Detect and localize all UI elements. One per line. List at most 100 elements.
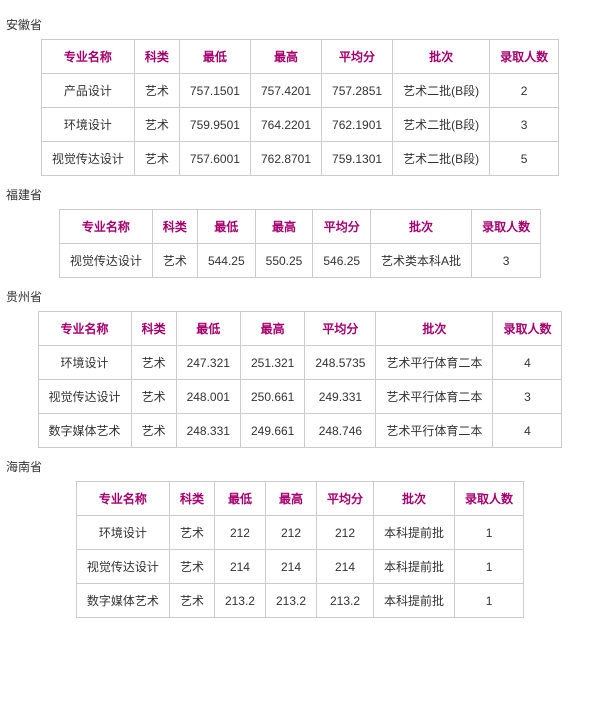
table-cell: 249.661 (240, 414, 304, 448)
province-label: 福建省 (6, 186, 600, 203)
table-header-cell: 专业名称 (41, 40, 134, 74)
table-cell: 视觉传达设计 (76, 550, 169, 584)
table-cell: 艺术 (169, 550, 214, 584)
table-cell: 214 (265, 550, 316, 584)
table-cell: 762.8701 (250, 142, 321, 176)
province-label: 海南省 (6, 458, 600, 475)
table-header-row: 专业名称科类最低最高平均分批次录取人数 (59, 210, 540, 244)
table-cell: 艺术平行体育二本 (376, 414, 493, 448)
table-cell: 本科提前批 (374, 550, 455, 584)
table-cell: 数字媒体艺术 (38, 414, 131, 448)
table-cell: 艺术 (169, 516, 214, 550)
table-cell: 759.1301 (322, 142, 393, 176)
table-header-cell: 最低 (179, 40, 250, 74)
table-header-row: 专业名称科类最低最高平均分批次录取人数 (76, 482, 523, 516)
table-cell: 214 (317, 550, 374, 584)
table-row: 产品设计艺术757.1501757.4201757.2851艺术二批(B段)2 (41, 74, 558, 108)
table-cell: 4 (493, 414, 562, 448)
table-header-cell: 录取人数 (490, 40, 559, 74)
table-cell: 764.2201 (250, 108, 321, 142)
table-cell: 1 (455, 584, 524, 618)
table-cell: 环境设计 (38, 346, 131, 380)
table-cell: 艺术二批(B段) (393, 108, 490, 142)
table-header-row: 专业名称科类最低最高平均分批次录取人数 (41, 40, 558, 74)
table-cell: 248.746 (305, 414, 376, 448)
admission-table: 专业名称科类最低最高平均分批次录取人数环境设计艺术212212212本科提前批1… (76, 481, 524, 618)
table-cell: 212 (265, 516, 316, 550)
table-header-cell: 批次 (374, 482, 455, 516)
table-cell: 248.5735 (305, 346, 376, 380)
table-header-cell: 平均分 (317, 482, 374, 516)
table-cell: 艺术类本科A批 (371, 244, 472, 278)
table-header-cell: 最高 (250, 40, 321, 74)
table-header-cell: 录取人数 (472, 210, 541, 244)
table-header-cell: 批次 (393, 40, 490, 74)
table-cell: 544.25 (197, 244, 255, 278)
admission-table: 专业名称科类最低最高平均分批次录取人数环境设计艺术247.321251.3212… (38, 311, 563, 448)
table-header-cell: 科类 (134, 40, 179, 74)
table-cell: 248.001 (176, 380, 240, 414)
table-header-cell: 科类 (169, 482, 214, 516)
table-cell: 本科提前批 (374, 516, 455, 550)
table-row: 视觉传达设计艺术248.001250.661249.331艺术平行体育二本3 (38, 380, 562, 414)
table-cell: 3 (493, 380, 562, 414)
table-header-cell: 录取人数 (455, 482, 524, 516)
table-cell: 757.4201 (250, 74, 321, 108)
table-cell: 249.331 (305, 380, 376, 414)
table-cell: 艺术平行体育二本 (376, 380, 493, 414)
table-row: 环境设计艺术247.321251.321248.5735艺术平行体育二本4 (38, 346, 562, 380)
table-cell: 艺术二批(B段) (393, 142, 490, 176)
table-cell: 艺术 (131, 380, 176, 414)
table-cell: 5 (490, 142, 559, 176)
table-header-cell: 平均分 (305, 312, 376, 346)
table-wrap: 专业名称科类最低最高平均分批次录取人数产品设计艺术757.1501757.420… (0, 39, 600, 176)
table-header-cell: 专业名称 (38, 312, 131, 346)
table-row: 视觉传达设计艺术214214214本科提前批1 (76, 550, 523, 584)
table-cell: 4 (493, 346, 562, 380)
table-header-cell: 科类 (131, 312, 176, 346)
table-cell: 3 (490, 108, 559, 142)
table-cell: 1 (455, 516, 524, 550)
table-cell: 数字媒体艺术 (76, 584, 169, 618)
table-cell: 212 (214, 516, 265, 550)
table-cell: 213.2 (214, 584, 265, 618)
table-cell: 247.321 (176, 346, 240, 380)
admission-table: 专业名称科类最低最高平均分批次录取人数视觉传达设计艺术544.25550.255… (59, 209, 541, 278)
table-cell: 艺术 (169, 584, 214, 618)
table-row: 环境设计艺术212212212本科提前批1 (76, 516, 523, 550)
table-cell: 艺术 (152, 244, 197, 278)
table-cell: 艺术平行体育二本 (376, 346, 493, 380)
table-cell: 2 (490, 74, 559, 108)
table-wrap: 专业名称科类最低最高平均分批次录取人数环境设计艺术212212212本科提前批1… (0, 481, 600, 618)
table-cell: 艺术 (131, 346, 176, 380)
table-row: 视觉传达设计艺术757.6001762.8701759.1301艺术二批(B段)… (41, 142, 558, 176)
table-wrap: 专业名称科类最低最高平均分批次录取人数视觉传达设计艺术544.25550.255… (0, 209, 600, 278)
table-cell: 250.661 (240, 380, 304, 414)
table-header-cell: 批次 (371, 210, 472, 244)
table-header-cell: 最高 (265, 482, 316, 516)
admission-table: 专业名称科类最低最高平均分批次录取人数产品设计艺术757.1501757.420… (41, 39, 559, 176)
table-cell: 546.25 (313, 244, 371, 278)
table-header-cell: 专业名称 (76, 482, 169, 516)
table-cell: 艺术 (134, 74, 179, 108)
table-header-cell: 最低 (197, 210, 255, 244)
table-cell: 视觉传达设计 (59, 244, 152, 278)
table-cell: 757.2851 (322, 74, 393, 108)
table-cell: 757.1501 (179, 74, 250, 108)
table-cell: 248.331 (176, 414, 240, 448)
table-row: 数字媒体艺术艺术248.331249.661248.746艺术平行体育二本4 (38, 414, 562, 448)
table-cell: 环境设计 (41, 108, 134, 142)
province-label: 安徽省 (6, 16, 600, 33)
table-cell: 艺术 (134, 142, 179, 176)
table-header-cell: 科类 (152, 210, 197, 244)
table-header-cell: 最低 (214, 482, 265, 516)
table-cell: 1 (455, 550, 524, 584)
table-header-cell: 最高 (255, 210, 313, 244)
table-header-row: 专业名称科类最低最高平均分批次录取人数 (38, 312, 562, 346)
table-cell: 212 (317, 516, 374, 550)
table-row: 数字媒体艺术艺术213.2213.2213.2本科提前批1 (76, 584, 523, 618)
table-row: 视觉传达设计艺术544.25550.25546.25艺术类本科A批3 (59, 244, 540, 278)
table-cell: 产品设计 (41, 74, 134, 108)
table-row: 环境设计艺术759.9501764.2201762.1901艺术二批(B段)3 (41, 108, 558, 142)
table-cell: 550.25 (255, 244, 313, 278)
